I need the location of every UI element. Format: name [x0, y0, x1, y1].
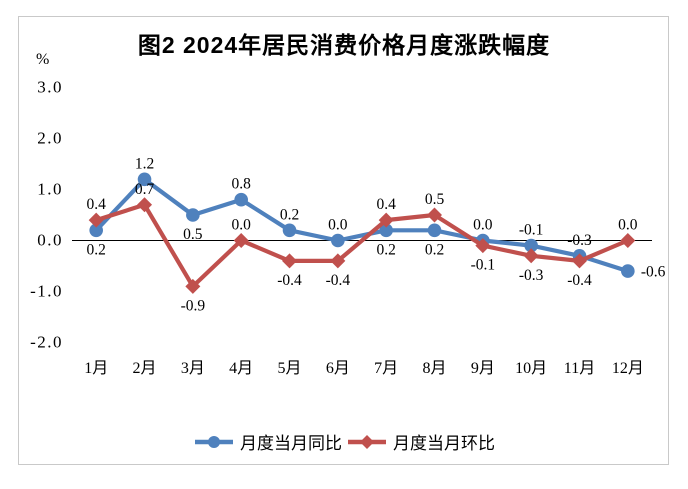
- data-point-label: 1.2: [135, 155, 154, 172]
- circle-marker-icon: [137, 172, 152, 187]
- diamond-marker-icon: [427, 207, 443, 223]
- diamond-marker-icon: [282, 253, 298, 269]
- circle-marker-icon: [89, 223, 103, 238]
- x-tick-label: 3月: [181, 360, 205, 377]
- legend-label-mom: 月度当月环比: [393, 434, 495, 453]
- data-point-label: -0.9: [181, 297, 206, 314]
- circle-marker-icon: [621, 264, 635, 278]
- diamond-marker-icon: [185, 278, 201, 294]
- data-point-label: 0.4: [87, 196, 107, 213]
- x-tick-label: 1月: [84, 360, 108, 377]
- data-point-label: 0.2: [87, 241, 106, 258]
- data-point-label: -0.3: [519, 267, 544, 284]
- circle-marker-icon: [282, 223, 297, 238]
- data-point-label: -0.6: [641, 264, 666, 281]
- x-tick-label: 8月: [423, 360, 447, 377]
- data-point-label: 0.0: [473, 217, 493, 234]
- data-point-label: 0.8: [232, 176, 252, 193]
- legend-diamond-marker-icon: [360, 434, 374, 449]
- data-point-label: -0.4: [277, 272, 302, 289]
- diamond-marker-icon: [523, 248, 539, 264]
- data-point-label: 0.4: [376, 196, 396, 213]
- circle-marker-icon: [379, 223, 393, 238]
- x-tick-label: 9月: [471, 360, 495, 377]
- legend: 月度当月同比 月度当月环比: [0, 429, 688, 454]
- circle-marker-icon: [234, 192, 248, 207]
- data-point-label: 0.7: [135, 181, 155, 198]
- data-point-label: 0.5: [425, 191, 445, 208]
- x-tick-label: 6月: [326, 360, 350, 377]
- diamond-marker-icon: [620, 233, 636, 248]
- x-tick-label: 12月: [612, 360, 644, 377]
- legend-item-yoy: 月度当月同比: [193, 429, 342, 454]
- data-point-label: 0.5: [183, 226, 203, 243]
- diamond-marker-icon: [137, 197, 153, 213]
- data-point-label: -0.4: [326, 272, 351, 289]
- y-tick-label: 0.0: [37, 231, 63, 250]
- x-tick-label: 4月: [229, 360, 253, 377]
- series-line-circle: [94, 177, 630, 274]
- x-tick-label: 5月: [278, 360, 302, 377]
- data-point-label: 0.0: [618, 217, 638, 234]
- y-tick-label: -1.0: [30, 282, 63, 301]
- data-point-label: -0.4: [567, 272, 592, 289]
- data-point-label: 0.2: [376, 241, 395, 258]
- diamond-marker-icon: [572, 253, 587, 269]
- circle-marker-icon: [331, 233, 345, 248]
- diamond-marker-icon: [475, 238, 491, 254]
- data-point-label: 0.0: [232, 217, 252, 234]
- legend-line-circle-icon: [195, 435, 233, 448]
- data-point-label: 0.0: [328, 217, 348, 234]
- legend-circle-marker-icon: [208, 435, 220, 448]
- data-point-label: -0.1: [471, 257, 496, 274]
- circle-marker-icon: [427, 223, 442, 238]
- y-tick-label: 3.0: [37, 78, 63, 97]
- diamond-marker-icon: [88, 212, 104, 228]
- data-point-label: -0.3: [567, 232, 592, 249]
- legend-line-diamond-icon: [348, 434, 386, 449]
- y-tick-label: 2.0: [37, 129, 63, 148]
- x-tick-label: 7月: [374, 360, 398, 377]
- x-tick-label: 2月: [133, 360, 157, 377]
- diamond-marker-icon: [330, 253, 346, 269]
- y-axis-unit-label: %: [36, 51, 49, 68]
- y-tick-label: 1.0: [37, 180, 63, 199]
- data-point-label: -0.1: [519, 222, 544, 239]
- diamond-marker-icon: [233, 233, 249, 248]
- legend-label-yoy: 月度当月同比: [240, 434, 342, 453]
- x-tick-label: 10月: [515, 360, 547, 377]
- y-tick-label: -2.0: [30, 333, 63, 352]
- circle-marker-icon: [186, 208, 200, 222]
- chart-title: 图2 2024年居民消费价格月度涨跌幅度: [137, 32, 551, 58]
- data-point-label: 0.2: [280, 206, 299, 223]
- legend-item-mom: 月度当月环比: [346, 429, 495, 454]
- circle-marker-icon: [524, 238, 538, 253]
- series-line-diamond: [94, 202, 630, 289]
- data-point-label: 0.2: [425, 241, 444, 258]
- x-tick-label: 11月: [564, 360, 595, 377]
- diamond-marker-icon: [378, 212, 394, 228]
